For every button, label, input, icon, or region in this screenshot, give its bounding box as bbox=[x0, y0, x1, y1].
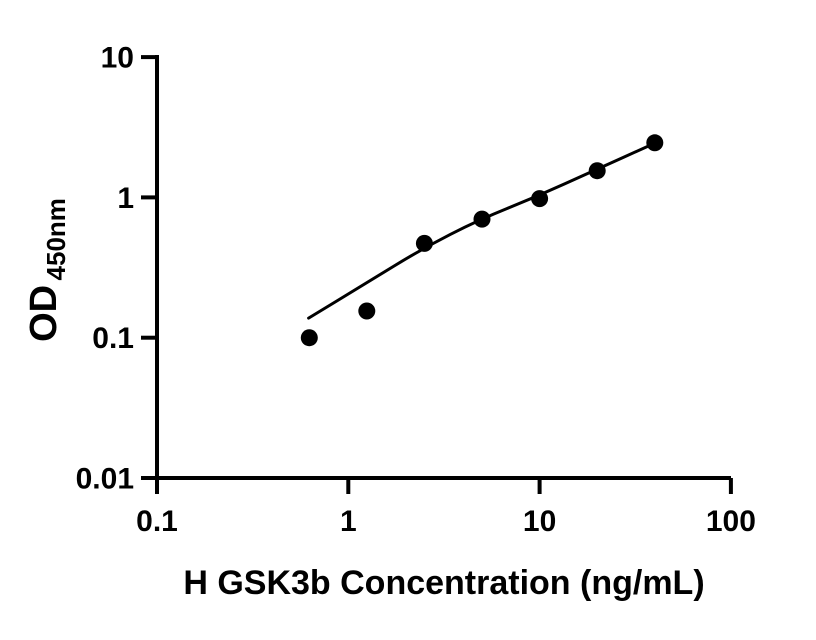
x-axis-ticks: 0.1 1 10 100 bbox=[136, 478, 756, 538]
y-tick-label: 0.01 bbox=[76, 463, 134, 496]
y-axis-title-main: OD bbox=[23, 285, 65, 342]
fit-curve-path bbox=[307, 142, 655, 320]
data-point-marker bbox=[415, 234, 433, 252]
data-point-marker bbox=[588, 162, 606, 180]
data-point-marker bbox=[300, 329, 318, 347]
y-axis-title-subscript: 450nm bbox=[41, 198, 71, 280]
data-point-marker bbox=[646, 134, 664, 152]
x-tick-label: 10 bbox=[523, 505, 556, 538]
y-axis-title: OD 450nm bbox=[23, 198, 71, 342]
x-tick-label: 100 bbox=[706, 505, 756, 538]
x-tick-label: 0.1 bbox=[136, 505, 178, 538]
data-point-marker bbox=[531, 190, 549, 208]
y-tick-label: 1 bbox=[117, 182, 134, 215]
x-axis-title: H GSK3b Concentration (ng/mL) bbox=[183, 564, 704, 602]
y-axis-ticks: 0.01 0.1 1 10 bbox=[76, 42, 157, 496]
y-tick-label: 10 bbox=[101, 42, 134, 75]
data-point-marker bbox=[473, 210, 491, 228]
y-tick-label: 0.1 bbox=[92, 322, 134, 355]
x-tick-label: 1 bbox=[340, 505, 357, 538]
data-points bbox=[300, 134, 664, 347]
data-point-marker bbox=[358, 302, 376, 320]
fit-curve bbox=[307, 142, 655, 320]
